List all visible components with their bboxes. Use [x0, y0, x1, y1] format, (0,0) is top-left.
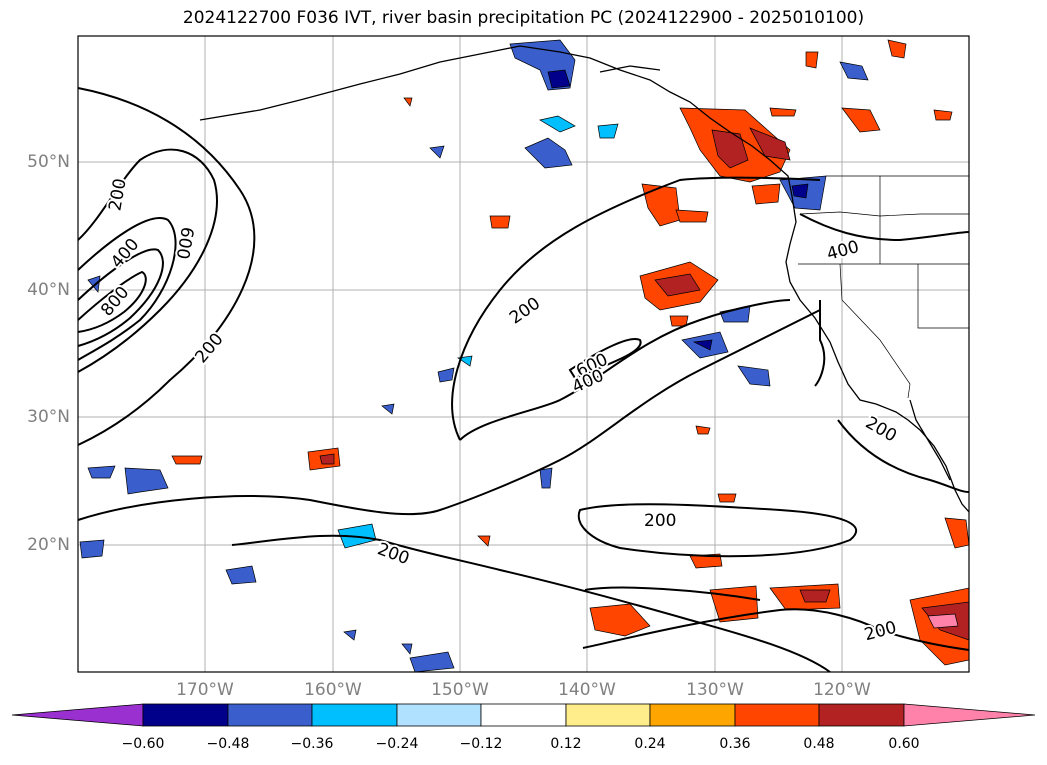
map-title: 2024122700 F036 IVT, river basin precipi…	[182, 8, 865, 28]
colorbar-extend-high	[903, 703, 1036, 727]
colorbar-tick: −0.60	[121, 736, 165, 752]
lon-label: 170°W	[176, 680, 234, 700]
lon-label: 150°W	[431, 680, 489, 700]
colorbar-tick: −0.24	[375, 736, 419, 752]
borders	[798, 175, 969, 399]
contour-label: 200	[862, 413, 900, 447]
contour-label: 200	[862, 618, 899, 646]
positive-anomaly-shading	[171, 39, 970, 666]
contour-label: 400	[825, 237, 862, 265]
contour-label: 200	[191, 329, 227, 367]
contour-label: 200	[105, 177, 130, 212]
contour-label: 600	[172, 225, 197, 260]
lon-label: 120°W	[813, 680, 871, 700]
contour-label-group: 200 400 600 800 200 200 600 400 200 200 …	[95, 175, 902, 647]
lon-label: 130°W	[686, 680, 744, 700]
colorbar-tick: −0.12	[459, 736, 503, 752]
contour-label: 200	[375, 539, 412, 569]
lat-label: 50°N	[27, 152, 70, 172]
lat-label: 40°N	[27, 280, 70, 300]
colorbar	[11, 703, 1036, 727]
colorbar-tick: −0.36	[290, 736, 334, 752]
colorbar-tick: 0.48	[803, 736, 835, 752]
ivt-contours	[77, 87, 970, 673]
colorbar-tick: 0.24	[634, 736, 666, 752]
lon-label: 160°W	[304, 680, 362, 700]
colorbar-extend-low	[11, 703, 144, 727]
coastline	[199, 45, 970, 513]
lon-label: 140°W	[558, 680, 616, 700]
colorbar-tick: −0.48	[206, 736, 250, 752]
contour-label: 800	[97, 283, 133, 321]
contour-label: 200	[644, 511, 676, 531]
colorbar-tick: 0.12	[550, 736, 582, 752]
colorbar-tick: 0.36	[719, 736, 751, 752]
negative-anomaly-shading	[79, 39, 869, 673]
map-frame	[77, 35, 970, 673]
contour-label: 200	[506, 294, 544, 329]
lat-label: 20°N	[27, 535, 70, 555]
colorbar-tick: 0.60	[888, 736, 920, 752]
lat-label: 30°N	[27, 407, 70, 427]
